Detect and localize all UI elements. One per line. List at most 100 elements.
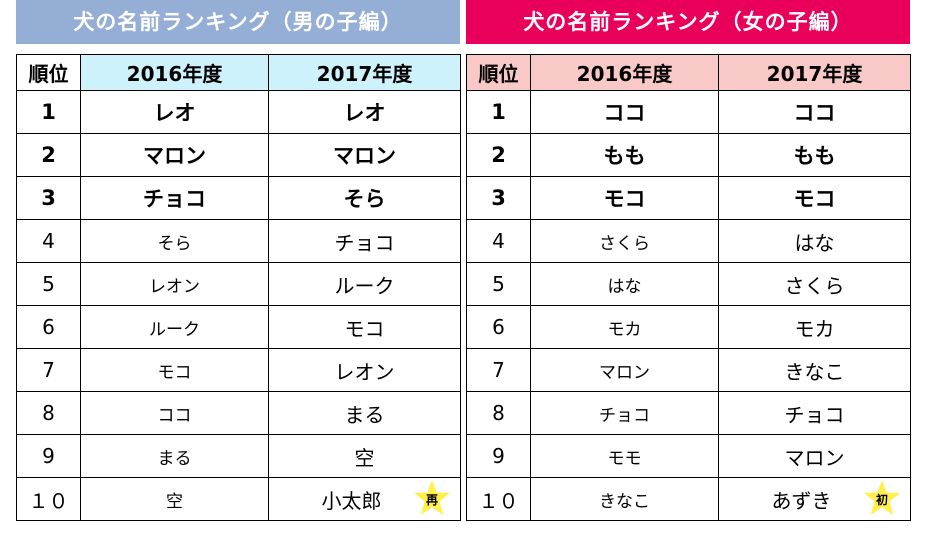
name-2016-cell: ココ [80,391,269,435]
rank-cell: 7 [466,348,531,392]
name-2016-cell-text: モモ [607,448,642,469]
name-2016-cell-text: マロン [143,144,206,168]
star-icon [414,480,450,515]
name-2017-cell-text: きなこ [784,359,845,384]
rank-cell-text: 2 [491,143,506,167]
rank-cell-text: 1 [41,100,56,124]
rank-header: 順位 [16,54,81,91]
name-2016-cell: そら [80,219,269,263]
name-2017-cell-text: レオ [343,101,386,125]
table-row: １０ きなこ あずき 初 [466,477,911,521]
rank-cell-text: 6 [492,315,505,339]
name-2016-cell: さくら [530,219,719,263]
name-2017-cell-text: チョコ [784,402,845,427]
name-2017-cell-text: そら [343,187,386,211]
rank-cell-text: 1 [491,100,506,124]
rank-cell-text: １０ [478,488,519,513]
rank-cell-text: 2 [41,143,56,167]
name-2017-cell: マロン [268,133,461,177]
name-2016-cell: もも [530,133,719,177]
name-2016-cell: チョコ [80,176,269,220]
star-badge: 再 [412,478,452,518]
name-2016-cell: まる [80,434,269,478]
name-2017-cell: マロン [718,434,911,478]
name-2017-cell: チョコ [718,391,911,435]
name-2016-cell: はな [530,262,719,306]
rank-cell: 6 [16,305,81,349]
name-2016-cell-text: モコ [603,187,646,211]
name-2016-cell: モコ [530,176,719,220]
rank-cell-text: 3 [491,186,506,210]
name-2017-cell: ココ [718,90,911,134]
rank-cell: 9 [16,434,81,478]
rank-cell-text: 5 [492,272,505,296]
rank-cell: 3 [16,176,81,220]
table-row: 5 はな さくら [466,262,911,306]
rank-cell: １０ [466,477,531,521]
name-2017-cell-text: マロン [333,144,396,168]
name-2016-cell: チョコ [530,391,719,435]
table-row: 1 ココ ココ [466,90,911,134]
name-2016-cell-text: チョコ [143,187,206,211]
table-row: 9 モモ マロン [466,434,911,478]
name-2016-cell-text: きなこ [599,491,650,512]
name-2017-cell: はな [718,219,911,263]
table-row: 3 チョコ そら [16,176,461,220]
rank-cell-text: 8 [42,401,55,425]
table-row: 3 モコ モコ [466,176,911,220]
boys-ranking-panel: 犬の名前ランキング（男の子編） 順位 2016年度 2017年度 1 レオ レオ 2 マ… [16,0,461,521]
rank-cell: 8 [16,391,81,435]
name-2017-cell: ルーク [268,262,461,306]
table-row: 6 モカ モカ [466,305,911,349]
table-row: 9 まる 空 [16,434,461,478]
name-2017-cell-text: 空 [354,445,375,470]
name-2017-cell: モコ [268,305,461,349]
table-row: 4 そら チョコ [16,219,461,263]
rank-cell: 8 [466,391,531,435]
name-2016-cell: マロン [80,133,269,177]
table-row: 5 レオン ルーク [16,262,461,306]
name-2017-cell-text: マロン [784,445,845,470]
star-icon [864,480,900,515]
year-2017-header: 2017年度 [718,54,911,91]
rank-cell: 5 [466,262,531,306]
rank-cell-text: 4 [42,229,55,253]
rank-cell: 4 [466,219,531,263]
rank-cell-text: 9 [42,444,55,468]
rank-cell-text: 5 [42,272,55,296]
boys-ranking-table: 順位 2016年度 2017年度 1 レオ レオ 2 マロン マロン 3 チョコ そら 4 そら チョ… [16,54,461,521]
star-badge: 初 [862,478,902,518]
rank-cell: 4 [16,219,81,263]
rank-cell-text: 7 [492,358,505,382]
rank-cell-text: 4 [492,229,505,253]
name-2016-cell-text: レオ [153,101,196,125]
name-2017-cell-text: さくら [784,273,845,298]
star-badge-label: 再 [425,493,438,507]
name-2017-cell-text: はな [794,230,835,255]
name-2016-cell-text: はな [607,276,642,297]
rank-cell-text: 6 [42,315,55,339]
name-2017-cell: さくら [718,262,911,306]
rank-cell-text: 9 [492,444,505,468]
rank-cell: 5 [16,262,81,306]
name-2016-cell-text: さくら [599,233,650,254]
name-2016-cell-text: マロン [599,362,650,383]
table-row: 1 レオ レオ [16,90,461,134]
name-2017-cell-text: モカ [794,316,835,341]
girls-ranking-panel: 犬の名前ランキング（女の子編） 順位 2016年度 2017年度 1 ココ ココ 2 も… [466,0,911,521]
name-2016-cell-text: ココ [603,101,646,125]
name-2017-cell: そら [268,176,461,220]
name-2017-cell-text: ココ [793,101,836,125]
table-row: 8 ココ まる [16,391,461,435]
rank-cell-text: 8 [492,401,505,425]
rank-cell: 7 [16,348,81,392]
girls-ranking-title: 犬の名前ランキング（女の子編） [466,0,910,44]
year-2016-header: 2016年度 [530,54,719,91]
name-2016-cell: マロン [530,348,719,392]
name-2016-cell: 空 [80,477,269,521]
table-row: 7 モコ レオン [16,348,461,392]
table-row: 4 さくら はな [466,219,911,263]
name-2017-cell: レオ [268,90,461,134]
name-2016-cell: ココ [530,90,719,134]
name-2017-cell: レオン [268,348,461,392]
